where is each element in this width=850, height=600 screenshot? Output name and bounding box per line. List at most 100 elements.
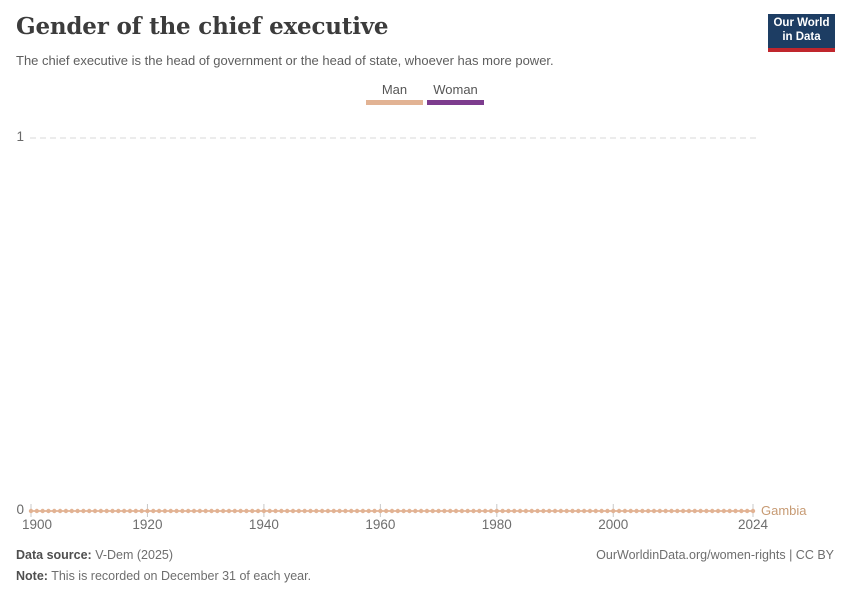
data-point[interactable] (75, 508, 80, 514)
data-point[interactable] (168, 508, 173, 514)
data-point[interactable] (220, 508, 226, 514)
data-point[interactable] (739, 508, 744, 514)
data-point[interactable] (116, 508, 121, 514)
data-point[interactable] (104, 508, 109, 514)
data-point[interactable] (430, 508, 435, 514)
owid-link[interactable]: OurWorldinData.org/women-rights | CC BY (596, 548, 834, 562)
data-point[interactable] (407, 508, 412, 514)
data-point[interactable] (92, 508, 98, 514)
data-point[interactable] (34, 508, 40, 514)
data-point[interactable] (715, 508, 721, 514)
legend-item-man[interactable]: Man (366, 82, 423, 105)
data-point[interactable] (127, 508, 133, 514)
data-point[interactable] (453, 508, 459, 514)
data-point[interactable] (680, 508, 686, 514)
data-point[interactable] (570, 508, 575, 514)
data-point[interactable] (506, 508, 511, 514)
data-point[interactable] (383, 508, 389, 514)
data-point[interactable] (197, 508, 203, 514)
data-point[interactable] (587, 508, 593, 514)
data-point[interactable] (698, 508, 703, 514)
data-point[interactable] (145, 508, 150, 514)
data-point[interactable] (337, 508, 342, 514)
data-point[interactable] (418, 508, 424, 514)
data-point[interactable] (325, 508, 331, 514)
data-point[interactable] (640, 508, 645, 514)
data-point[interactable] (232, 508, 237, 514)
data-point[interactable] (314, 508, 319, 514)
data-point[interactable] (547, 508, 552, 514)
data-point[interactable] (174, 508, 179, 514)
data-point[interactable] (535, 508, 540, 514)
owid-logo[interactable]: Our World in Data (768, 14, 835, 52)
data-point[interactable] (209, 508, 214, 514)
data-point[interactable] (616, 508, 622, 514)
data-point[interactable] (156, 508, 162, 514)
data-point[interactable] (721, 508, 727, 514)
data-point[interactable] (541, 508, 546, 514)
data-point[interactable] (500, 508, 505, 514)
data-point[interactable] (581, 508, 587, 514)
data-point[interactable] (98, 508, 104, 514)
data-point[interactable] (110, 508, 115, 514)
data-point[interactable] (622, 508, 628, 514)
data-point[interactable] (645, 508, 651, 514)
data-point[interactable] (162, 508, 168, 514)
data-point[interactable] (261, 508, 267, 514)
data-point[interactable] (255, 508, 261, 514)
data-point[interactable] (663, 508, 668, 514)
data-point[interactable] (424, 508, 430, 514)
data-point[interactable] (319, 508, 325, 514)
data-point[interactable] (191, 508, 197, 514)
data-point[interactable] (290, 508, 296, 514)
data-point[interactable] (517, 508, 523, 514)
data-point[interactable] (296, 508, 302, 514)
data-point[interactable] (669, 508, 674, 514)
data-point[interactable] (354, 508, 360, 514)
data-point[interactable] (302, 508, 307, 514)
data-point[interactable] (52, 508, 57, 514)
data-point[interactable] (465, 508, 470, 514)
data-point[interactable] (529, 508, 534, 514)
data-point[interactable] (564, 508, 569, 514)
data-point[interactable] (692, 508, 697, 514)
data-point[interactable] (69, 508, 74, 514)
data-point[interactable] (87, 508, 92, 514)
data-point[interactable] (28, 508, 34, 514)
data-point[interactable] (267, 508, 272, 514)
data-point[interactable] (558, 508, 564, 514)
data-point[interactable] (279, 508, 284, 514)
data-point[interactable] (593, 508, 598, 514)
data-point[interactable] (366, 508, 371, 514)
data-point[interactable] (40, 508, 45, 514)
data-point[interactable] (226, 508, 232, 514)
data-point[interactable] (704, 508, 709, 514)
data-point[interactable] (488, 508, 494, 514)
data-point[interactable] (750, 508, 756, 514)
data-point[interactable] (395, 508, 401, 514)
data-point[interactable] (413, 508, 418, 514)
data-point[interactable] (512, 508, 517, 514)
data-point[interactable] (477, 508, 482, 514)
data-point[interactable] (151, 508, 156, 514)
data-point[interactable] (63, 508, 69, 514)
data-point[interactable] (360, 508, 366, 514)
series-end-label[interactable]: Gambia (761, 503, 807, 518)
data-point[interactable] (186, 508, 191, 514)
data-point[interactable] (349, 508, 354, 514)
data-point[interactable] (308, 508, 313, 514)
data-point[interactable] (331, 508, 336, 514)
data-point[interactable] (81, 508, 86, 514)
data-point[interactable] (727, 508, 732, 514)
data-point[interactable] (576, 508, 581, 514)
data-point[interactable] (238, 508, 243, 514)
data-point[interactable] (523, 508, 529, 514)
data-point[interactable] (494, 508, 500, 514)
data-point[interactable] (436, 508, 441, 514)
data-point[interactable] (203, 508, 208, 514)
data-point[interactable] (744, 508, 750, 514)
data-point[interactable] (121, 508, 127, 514)
data-point[interactable] (611, 508, 616, 514)
data-point[interactable] (459, 508, 465, 514)
